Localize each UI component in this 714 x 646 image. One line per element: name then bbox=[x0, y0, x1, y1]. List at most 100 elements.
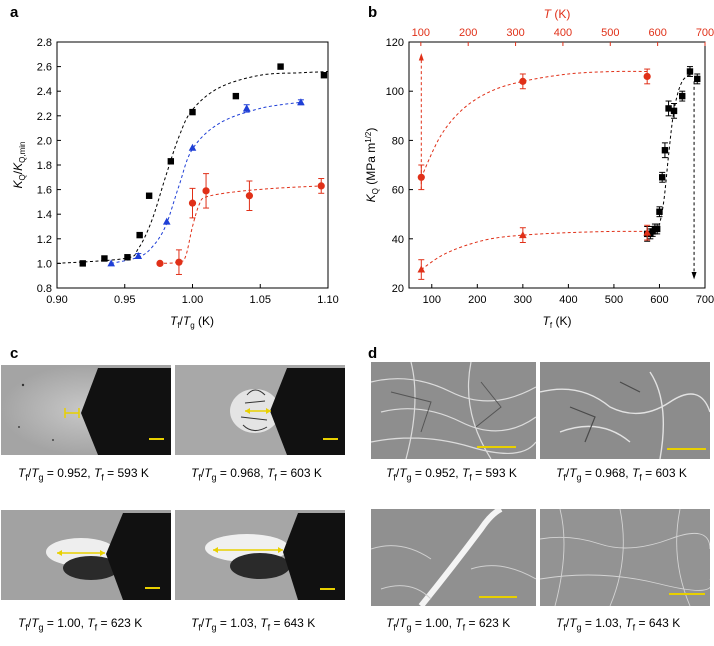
x-tick-label: 0.90 bbox=[46, 294, 67, 306]
micrograph-d2 bbox=[540, 362, 710, 459]
data-point bbox=[145, 192, 153, 199]
fit-curve bbox=[421, 230, 648, 270]
micrograph-c2 bbox=[175, 365, 345, 455]
x-tick-label: 1.10 bbox=[317, 294, 338, 306]
data-point bbox=[188, 199, 197, 207]
data-point bbox=[519, 77, 527, 85]
x-tick-label: 200 bbox=[468, 294, 486, 306]
top-x-tick-label: 600 bbox=[648, 27, 666, 39]
data-point bbox=[189, 108, 196, 116]
y-tick-label: 1.2 bbox=[37, 234, 52, 246]
chart-b: 100 200 300 400 500 600 700 20 40 60 80 100 120 100 20… bbox=[364, 7, 714, 330]
x-tick-label: 500 bbox=[605, 294, 623, 306]
y-tick-label: 2.2 bbox=[37, 111, 52, 123]
data-point bbox=[653, 225, 661, 233]
red-arrow-head bbox=[418, 53, 424, 61]
x-tick-label: 400 bbox=[559, 294, 577, 306]
data-point bbox=[232, 92, 240, 100]
caption-c2: Tf/Tg = 0.968, Tf = 603 K bbox=[191, 466, 322, 483]
panel-letter-b: b bbox=[368, 4, 378, 21]
x-tick-label: 700 bbox=[696, 294, 714, 306]
data-point bbox=[417, 265, 426, 273]
caption-d1: Tf/Tg = 0.952, Tf = 593 K bbox=[386, 466, 517, 483]
x-tick-label: 1.00 bbox=[182, 294, 203, 306]
chart-a: 0.90 0.95 1.00 1.05 1.10 0.8 1.0 1.2 1.4 1.6 1.8 2.… bbox=[11, 37, 339, 330]
y-axis-label: KQ (MPa m1/2) bbox=[364, 128, 380, 203]
black-arrow-head bbox=[691, 272, 697, 280]
data-point bbox=[188, 143, 197, 151]
data-point bbox=[277, 63, 284, 70]
data-point bbox=[297, 98, 305, 106]
y-tick-label: 1.0 bbox=[37, 258, 52, 270]
x-tick-label: 1.05 bbox=[250, 294, 271, 306]
x-tick-label: 300 bbox=[514, 294, 532, 306]
y-tick-label: 2.6 bbox=[37, 62, 52, 74]
data-point bbox=[519, 231, 527, 239]
data-point bbox=[136, 231, 143, 239]
y-axis-label: KQ/KQ,min bbox=[11, 142, 27, 189]
x-axis-label: Tf/Tg (K) bbox=[170, 314, 214, 330]
data-point bbox=[175, 258, 183, 266]
data-point bbox=[643, 228, 651, 236]
data-point bbox=[665, 105, 672, 112]
data-point bbox=[643, 72, 651, 81]
y-tick-label: 1.4 bbox=[37, 209, 52, 221]
top-x-tick-label: 400 bbox=[554, 27, 572, 39]
data-point bbox=[686, 68, 694, 75]
data-point bbox=[156, 259, 164, 267]
fit-curve bbox=[56, 71, 329, 264]
top-x-tick-label: 300 bbox=[506, 27, 524, 39]
data-point bbox=[124, 254, 131, 261]
data-point bbox=[162, 217, 171, 225]
caption-c3: Tf/Tg = 1.00, Tf = 623 K bbox=[18, 616, 143, 633]
data-point bbox=[107, 259, 115, 267]
micrograph-c1 bbox=[1, 365, 171, 455]
plot-frame bbox=[408, 41, 706, 289]
top-x-tick-label: 200 bbox=[459, 27, 477, 39]
y-tick-label: 0.8 bbox=[37, 283, 52, 295]
x-tick-label: 100 bbox=[423, 294, 441, 306]
x-tick-label: 0.95 bbox=[114, 294, 135, 306]
data-point bbox=[317, 182, 325, 190]
data-point bbox=[694, 75, 701, 83]
y-tick-label: 2.4 bbox=[37, 86, 52, 98]
data-point bbox=[245, 192, 254, 200]
micrograph-d4 bbox=[540, 509, 710, 606]
y-tick-label: 120 bbox=[386, 37, 404, 49]
micrograph-d1 bbox=[371, 362, 536, 459]
data-point bbox=[661, 147, 669, 154]
top-x-axis-label: T (K) bbox=[544, 7, 571, 21]
panel-letter-c: c bbox=[10, 345, 19, 362]
data-point bbox=[79, 260, 86, 267]
y-tick-label: 60 bbox=[392, 185, 404, 197]
data-point bbox=[202, 187, 210, 195]
y-tick-label: 1.8 bbox=[37, 160, 52, 172]
caption-d4: Tf/Tg = 1.03, Tf = 643 K bbox=[556, 616, 681, 633]
top-x-tick-label: 500 bbox=[601, 27, 619, 39]
fit-curve bbox=[158, 185, 322, 264]
panel-letter-a: a bbox=[10, 4, 19, 21]
micrograph-c4 bbox=[175, 510, 345, 600]
y-tick-label: 2.0 bbox=[37, 135, 52, 147]
micrograph-c3 bbox=[1, 510, 171, 600]
y-tick-label: 100 bbox=[386, 86, 404, 98]
top-x-tick-label: 700 bbox=[696, 27, 714, 39]
data-point bbox=[679, 92, 686, 100]
caption-c1: Tf/Tg = 0.952, Tf = 593 K bbox=[18, 466, 149, 483]
data-point bbox=[134, 252, 143, 260]
caption-d3: Tf/Tg = 1.00, Tf = 623 K bbox=[386, 616, 511, 633]
fit-curve bbox=[420, 70, 648, 178]
data-point bbox=[670, 107, 678, 115]
y-tick-label: 80 bbox=[392, 135, 404, 147]
top-x-tick-label: 100 bbox=[412, 27, 430, 39]
data-point bbox=[320, 72, 328, 79]
y-tick-label: 40 bbox=[392, 234, 404, 246]
data-point bbox=[101, 255, 108, 262]
x-axis-label: Tf (K) bbox=[543, 314, 572, 330]
data-point bbox=[242, 104, 251, 112]
data-point bbox=[656, 208, 663, 215]
y-tick-label: 20 bbox=[392, 283, 404, 295]
y-tick-label: 2.8 bbox=[37, 37, 52, 49]
caption-d2: Tf/Tg = 0.968, Tf = 603 K bbox=[556, 466, 687, 483]
panel-letter-d: d bbox=[368, 345, 378, 362]
